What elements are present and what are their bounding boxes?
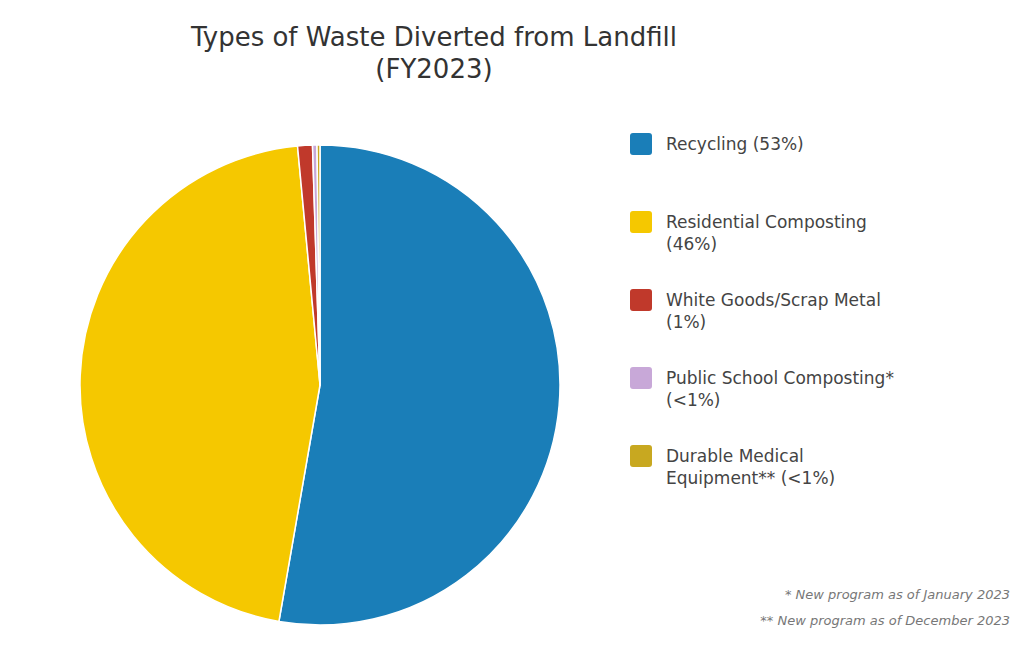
footnote: ** New program as of December 2023 (760, 613, 1010, 628)
legend-swatch (630, 367, 652, 389)
legend-swatch (630, 289, 652, 311)
footnote: * New program as of January 2023 (785, 587, 1010, 602)
pie (80, 145, 560, 625)
chart: Types of Waste Diverted from Landfill(FY… (0, 0, 1034, 667)
pie-slice (80, 146, 320, 621)
legend-swatch (630, 211, 652, 233)
legend-label: Public School Composting*(<1%) (666, 368, 894, 410)
legend-swatch (630, 133, 652, 155)
pie-slice (279, 145, 560, 625)
title: Types of Waste Diverted from Landfill(FY… (190, 22, 677, 84)
legend-swatch (630, 445, 652, 467)
pie-slice (312, 145, 320, 385)
pie-slice (298, 145, 320, 385)
legend: Recycling (53%) Residential Composting(46… (630, 133, 894, 488)
legend-label: Durable MedicalEquipment** (<1%) (666, 446, 835, 488)
legend-label: White Goods/Scrap Metal(1%) (666, 290, 881, 332)
legend-label: Recycling (53%) (666, 134, 804, 154)
legend-label: Residential Composting(46%) (666, 212, 867, 254)
pie-slice (317, 145, 320, 385)
